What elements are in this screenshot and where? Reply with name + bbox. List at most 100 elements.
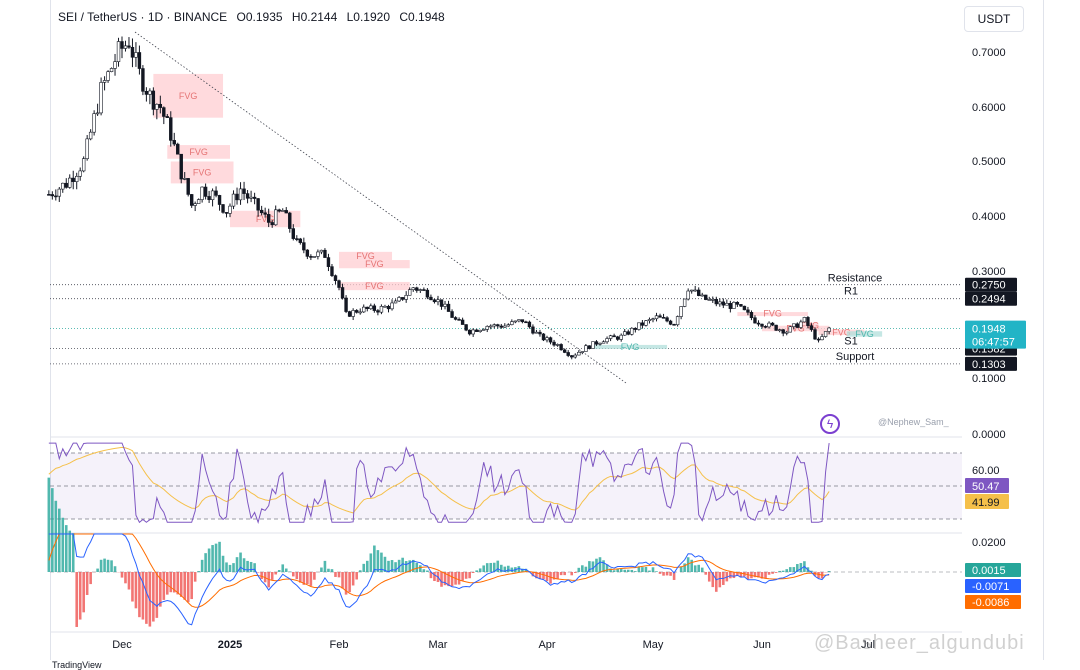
candle-body	[486, 326, 489, 329]
macd-histogram-bar	[362, 564, 365, 572]
candle-body	[194, 204, 197, 206]
candle-body	[285, 210, 288, 213]
macd-histogram-bar	[451, 572, 454, 586]
candle-body	[807, 317, 810, 325]
candle-body	[246, 194, 249, 199]
candle-body	[514, 321, 517, 322]
macd-histogram-bar	[79, 572, 82, 620]
candle-body	[169, 118, 172, 141]
macd-histogram-bar	[341, 572, 344, 588]
candle-body	[433, 300, 436, 302]
candle-body	[606, 339, 609, 342]
candle-body	[482, 329, 485, 330]
candle-body	[659, 316, 662, 318]
macd-histogram-bar	[377, 550, 380, 572]
macd-histogram-bar	[475, 570, 478, 572]
candle-body	[595, 342, 598, 345]
macd-histogram-bar	[733, 572, 736, 578]
y-tick-label: 0.7000	[972, 47, 1006, 59]
candle-body	[162, 108, 165, 117]
rsi-ma-text: 41.99	[972, 497, 1000, 509]
candle-body	[204, 187, 207, 196]
candle-body	[736, 302, 739, 304]
macd-histogram-bar	[666, 572, 669, 575]
candle-body	[627, 332, 630, 335]
candle-body	[496, 325, 499, 326]
fvg-label: FVG	[365, 281, 384, 291]
candle-body	[648, 319, 651, 320]
candle-body	[517, 320, 520, 321]
candle-body	[362, 307, 365, 312]
macd-histogram-bar	[156, 572, 159, 618]
support-label: Support	[836, 351, 875, 363]
macd-histogram-bar	[274, 572, 277, 574]
rsi-value-text: 50.47	[972, 481, 1000, 493]
candle-body	[690, 290, 693, 291]
r1-label: R1	[844, 286, 858, 298]
macd-histogram-bar	[659, 572, 662, 574]
candle-body	[722, 302, 725, 305]
candle-body	[82, 159, 85, 171]
macd-histogram-bar	[257, 572, 260, 573]
candle-body	[208, 196, 211, 199]
macd-histogram-bar	[278, 570, 281, 572]
candle-body	[288, 213, 291, 229]
y-tick-label: 0.3000	[972, 266, 1006, 278]
candle-body	[302, 243, 305, 250]
candle-body	[757, 323, 760, 324]
candle-body	[338, 281, 341, 288]
macd-histogram-bar	[694, 565, 697, 572]
macd-histogram-bar	[218, 542, 221, 572]
macd-histogram-bar	[306, 572, 309, 584]
macd-histogram-bar	[719, 572, 722, 587]
candle-body	[100, 82, 103, 113]
macd-histogram-bar	[222, 556, 225, 572]
candle-body	[352, 310, 355, 316]
candle-body	[602, 342, 605, 343]
candle-body	[743, 306, 746, 310]
fvg-label: FVG	[365, 259, 384, 269]
candle-body	[176, 144, 179, 154]
macd-histogram-bar	[645, 567, 648, 572]
macd-histogram-bar	[89, 572, 92, 584]
fvg-label: FVG	[179, 91, 198, 101]
candle-body	[190, 194, 193, 205]
macd-histogram-bar	[110, 560, 113, 572]
candle-body	[662, 317, 665, 318]
candle-body	[821, 337, 824, 340]
candle-body	[542, 334, 545, 340]
candle-body	[828, 328, 831, 332]
y-tick-label: 0.5000	[972, 156, 1006, 168]
macd-histogram-bar	[55, 501, 58, 572]
candle-body	[634, 328, 637, 329]
macd-histogram-bar	[211, 545, 214, 572]
macd-histogram-bar	[313, 572, 316, 580]
candle-body	[96, 113, 99, 114]
last-price-text: 0.1948	[972, 324, 1006, 336]
candle-body	[317, 252, 320, 256]
macd-histogram-bar	[58, 509, 61, 572]
macd-histogram-bar	[482, 565, 485, 572]
candle-body	[616, 337, 619, 340]
macd-histogram-bar	[486, 563, 489, 572]
x-tick-label: Feb	[330, 639, 349, 651]
candle-body	[278, 210, 281, 211]
candle-body	[89, 132, 92, 139]
candle-body	[313, 256, 316, 257]
macd-histogram-bar	[271, 572, 274, 580]
candle-body	[676, 317, 679, 325]
candle-body	[341, 287, 344, 298]
candle-body	[683, 299, 686, 306]
candle-body	[539, 332, 542, 334]
candle-body	[574, 355, 577, 357]
macd-histogram-bar	[652, 567, 655, 572]
candle-body	[701, 295, 704, 296]
candle-body	[437, 300, 440, 302]
macd-histogram-bar	[310, 572, 313, 586]
x-tick-label: Jun	[753, 639, 771, 651]
candle-body	[637, 323, 640, 330]
macd-histogram-bar	[570, 572, 573, 575]
candle-body	[103, 80, 106, 82]
candle-body	[211, 191, 214, 200]
